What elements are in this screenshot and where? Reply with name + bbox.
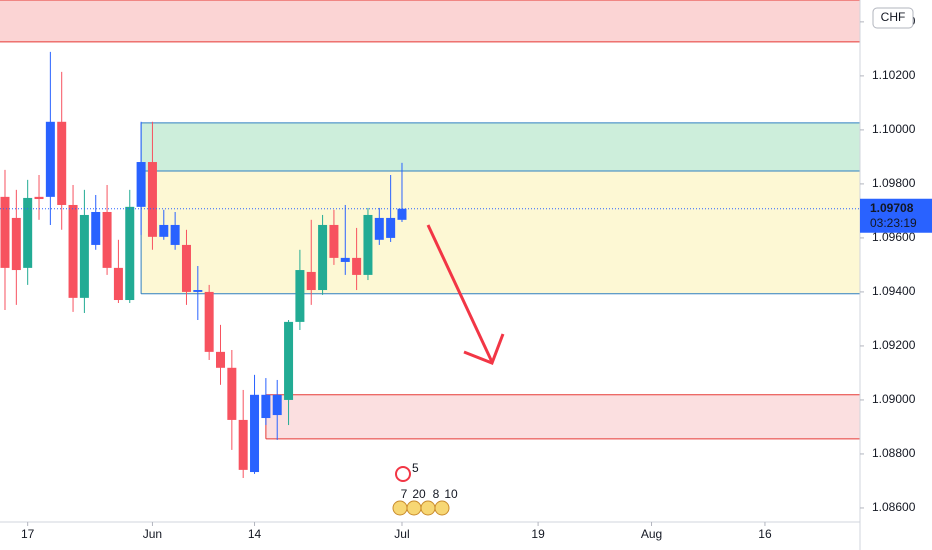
candle-body <box>91 211 101 245</box>
event-label: 7 <box>401 487 408 501</box>
candle-body <box>193 290 203 292</box>
candle-body <box>261 394 271 419</box>
event-icon <box>434 500 450 516</box>
x-tick-label: 14 <box>248 527 262 541</box>
y-tick-label: 1.08800 <box>872 446 916 460</box>
event-label: 5 <box>412 461 419 475</box>
candle-body <box>181 244 191 292</box>
candle-body <box>238 419 248 470</box>
candle-body <box>386 217 396 238</box>
zone <box>141 170 860 294</box>
candle-body <box>295 270 305 322</box>
candle-body <box>23 197 33 268</box>
candle-body <box>34 196 44 200</box>
candle-body <box>102 211 112 268</box>
y-tick-label: 1.09800 <box>872 176 916 190</box>
x-tick-label: Jun <box>143 527 162 541</box>
candle-body <box>284 321 294 400</box>
candle-body <box>250 394 260 473</box>
candle-body <box>68 204 78 298</box>
y-tick-label: 1.10000 <box>872 122 916 136</box>
event-label: 10 <box>444 487 458 501</box>
event-label: 8 <box>433 487 440 501</box>
candle-body <box>170 224 180 245</box>
y-tick-label: 1.10200 <box>872 68 916 82</box>
last-price-tag <box>860 198 932 233</box>
arrow <box>426 224 505 365</box>
candle-body <box>216 351 226 368</box>
candle-body <box>11 217 21 271</box>
x-tick-label: Jul <box>394 527 409 541</box>
zone <box>141 122 860 171</box>
candle-body <box>125 206 135 301</box>
event-icon <box>406 500 422 516</box>
candle-body <box>306 271 316 291</box>
x-tick-label: 16 <box>758 527 772 541</box>
zone <box>0 0 860 42</box>
candle-body <box>159 224 169 237</box>
x-tick-label: 17 <box>21 527 35 541</box>
event-icon <box>395 466 411 482</box>
candle-body <box>329 224 339 258</box>
y-tick-label: 1.09400 <box>872 284 916 298</box>
candle-body <box>204 291 214 352</box>
y-tick-label: 1.08600 <box>872 500 916 514</box>
candle-body <box>147 162 157 237</box>
zone <box>265 394 860 439</box>
event-icon <box>392 500 408 516</box>
candle-body <box>352 257 362 275</box>
y-tick-label: 1.09200 <box>872 338 916 352</box>
candle-body <box>0 196 10 268</box>
candle-body <box>374 217 384 240</box>
x-tick-label: 19 <box>531 527 545 541</box>
candle-body <box>113 267 123 301</box>
candle-body <box>79 214 89 298</box>
candle-body <box>397 208 407 220</box>
currency: CHF <box>881 10 906 24</box>
candle-body <box>272 394 282 416</box>
currency-badge[interactable] <box>872 7 914 29</box>
event-label: 20 <box>412 487 426 501</box>
countdown: 03:23:19 <box>870 216 917 230</box>
candle-body <box>45 121 55 197</box>
candle-body <box>136 162 146 207</box>
y-tick-label: 1.09600 <box>872 230 916 244</box>
candle-body <box>363 214 373 275</box>
candle-body <box>227 367 237 420</box>
candle-body <box>57 121 67 205</box>
x-tick-label: Aug <box>641 527 662 541</box>
candle-body <box>340 257 350 262</box>
y-tick-label: 1.09000 <box>872 392 916 406</box>
last-price-label: 1.09708 <box>870 201 914 215</box>
candle-body <box>318 224 328 291</box>
event-icon <box>420 500 436 516</box>
